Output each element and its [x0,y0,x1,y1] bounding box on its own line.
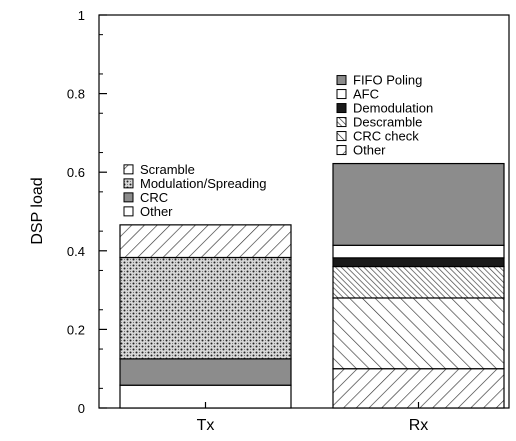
legends: ScrambleModulation/SpreadingCRCOtherFIFO… [123,73,433,219]
bar-segment-rx-crc-check [332,297,505,370]
legend-label: Scramble [140,162,195,177]
legend-swatch [336,117,347,128]
legend-label: Modulation/Spreading [140,176,266,191]
legend-label: Other [140,204,173,219]
legend-label: AFC [353,87,379,102]
x-axis: Tx Rx [197,402,429,434]
y-tick-label: 0.2 [67,322,85,337]
plot-frame [98,14,510,409]
y-tick-label: 1 [78,8,85,23]
legend-swatch [336,145,347,156]
bars [119,162,505,409]
legend-swatch [336,103,347,114]
legend-label: Descramble [353,115,422,130]
y-tick-label: 0.6 [67,165,85,180]
legend-swatch [123,178,134,189]
y-tick-label: 0.4 [67,244,85,259]
x-tick-label: Tx [197,417,215,434]
bar-segment-tx-modulation-spreading [119,256,292,360]
bar-segment-rx-descramble [332,265,505,299]
legend-label: CRC check [353,129,419,144]
legend-swatch [123,164,134,175]
legend-swatch [336,89,347,100]
y-tick-label: 0 [78,401,85,416]
legend-swatch [336,75,347,86]
legend-label: FIFO Poling [353,73,422,88]
legend-swatch [336,131,347,142]
y-axis: 0 0.2 0.4 0.6 0.8 1 [67,8,107,416]
x-tick-label: Rx [409,417,429,434]
y-tick-label: 0.8 [67,87,85,102]
legend-swatch [123,192,134,203]
bar-segment-rx-fifo-poling [332,162,505,246]
bar-segment-tx-crc [119,358,292,386]
legend-label: Other [353,143,386,158]
legend-label: CRC [140,190,168,205]
legend-swatch [123,206,134,217]
bar-segment-rx-afc [332,244,505,259]
bar-segment-rx-demodulation [332,257,505,268]
bar-segment-tx-scramble [119,224,292,259]
y-axis-title: DSP load [29,177,46,244]
legend-label: Demodulation [353,101,433,116]
